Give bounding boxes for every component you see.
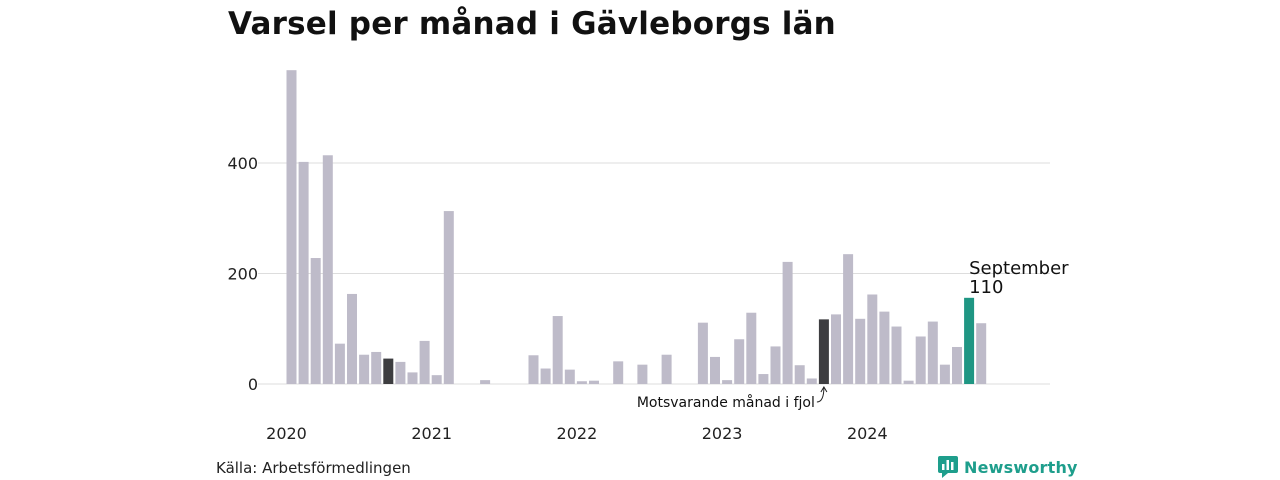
bar — [915, 336, 926, 384]
bar — [552, 316, 563, 384]
x-tick-label: 2023 — [702, 424, 743, 443]
annotation-arrow — [816, 386, 825, 403]
bar — [383, 358, 394, 384]
bar — [818, 319, 829, 384]
bar — [831, 314, 841, 384]
bar — [891, 326, 902, 384]
bar — [843, 254, 854, 384]
bar — [710, 356, 720, 384]
current-month-label: September — [969, 258, 1069, 279]
bar — [528, 355, 539, 384]
bar — [867, 294, 878, 384]
bar — [976, 323, 987, 384]
bar — [395, 361, 406, 384]
bars — [286, 70, 987, 385]
bar — [286, 70, 297, 385]
y-tick-label: 400 — [227, 154, 258, 173]
y-tick-label: 200 — [227, 265, 258, 284]
annotation-arrowhead — [820, 386, 828, 393]
y-tick-label: 0 — [248, 375, 258, 394]
bar — [770, 346, 781, 384]
bar — [371, 351, 382, 384]
bar — [964, 297, 975, 384]
bar — [589, 380, 599, 384]
bar — [879, 311, 890, 384]
brand-name: Newsworthy — [964, 457, 1078, 477]
bar — [758, 374, 769, 384]
bar — [952, 346, 962, 384]
x-tick-label: 2024 — [847, 424, 888, 443]
newsworthy-logo-icon — [938, 456, 958, 478]
bar — [697, 322, 708, 384]
x-tick-label: 2022 — [557, 424, 598, 443]
axis-labels: 0 200 400 2020 2021 2022 2023 2024 — [227, 154, 887, 443]
bar — [806, 378, 817, 384]
bar — [927, 321, 938, 384]
bar — [431, 375, 442, 384]
brand-logo: Newsworthy — [938, 456, 1078, 478]
bar — [443, 211, 454, 384]
bar — [480, 380, 491, 384]
x-tick-label: 2021 — [411, 424, 452, 443]
bar — [722, 380, 733, 384]
bar — [576, 381, 587, 384]
bar — [782, 261, 793, 384]
x-tick-label: 2020 — [266, 424, 307, 443]
source-label: Källa: Arbetsförmedlingen — [216, 459, 411, 477]
bar — [419, 340, 430, 384]
chart-title: Varsel per månad i Gävleborgs län — [228, 6, 836, 42]
bar — [794, 365, 805, 384]
current-value-label: 110 — [969, 277, 1003, 298]
bar — [613, 361, 624, 384]
bar — [359, 354, 370, 384]
bar — [310, 258, 321, 384]
bar — [855, 318, 866, 384]
bar — [322, 155, 333, 384]
bar — [298, 161, 309, 384]
bar — [564, 369, 575, 384]
bar — [939, 364, 950, 384]
bar — [407, 372, 418, 384]
bar — [903, 380, 914, 384]
annotation-label: Motsvarande månad i fjol — [637, 394, 815, 411]
bar — [661, 354, 672, 384]
bar — [347, 293, 357, 384]
bar — [334, 343, 345, 384]
bar — [734, 339, 745, 384]
bar — [540, 368, 551, 384]
bar — [637, 364, 648, 384]
bar — [746, 312, 757, 384]
